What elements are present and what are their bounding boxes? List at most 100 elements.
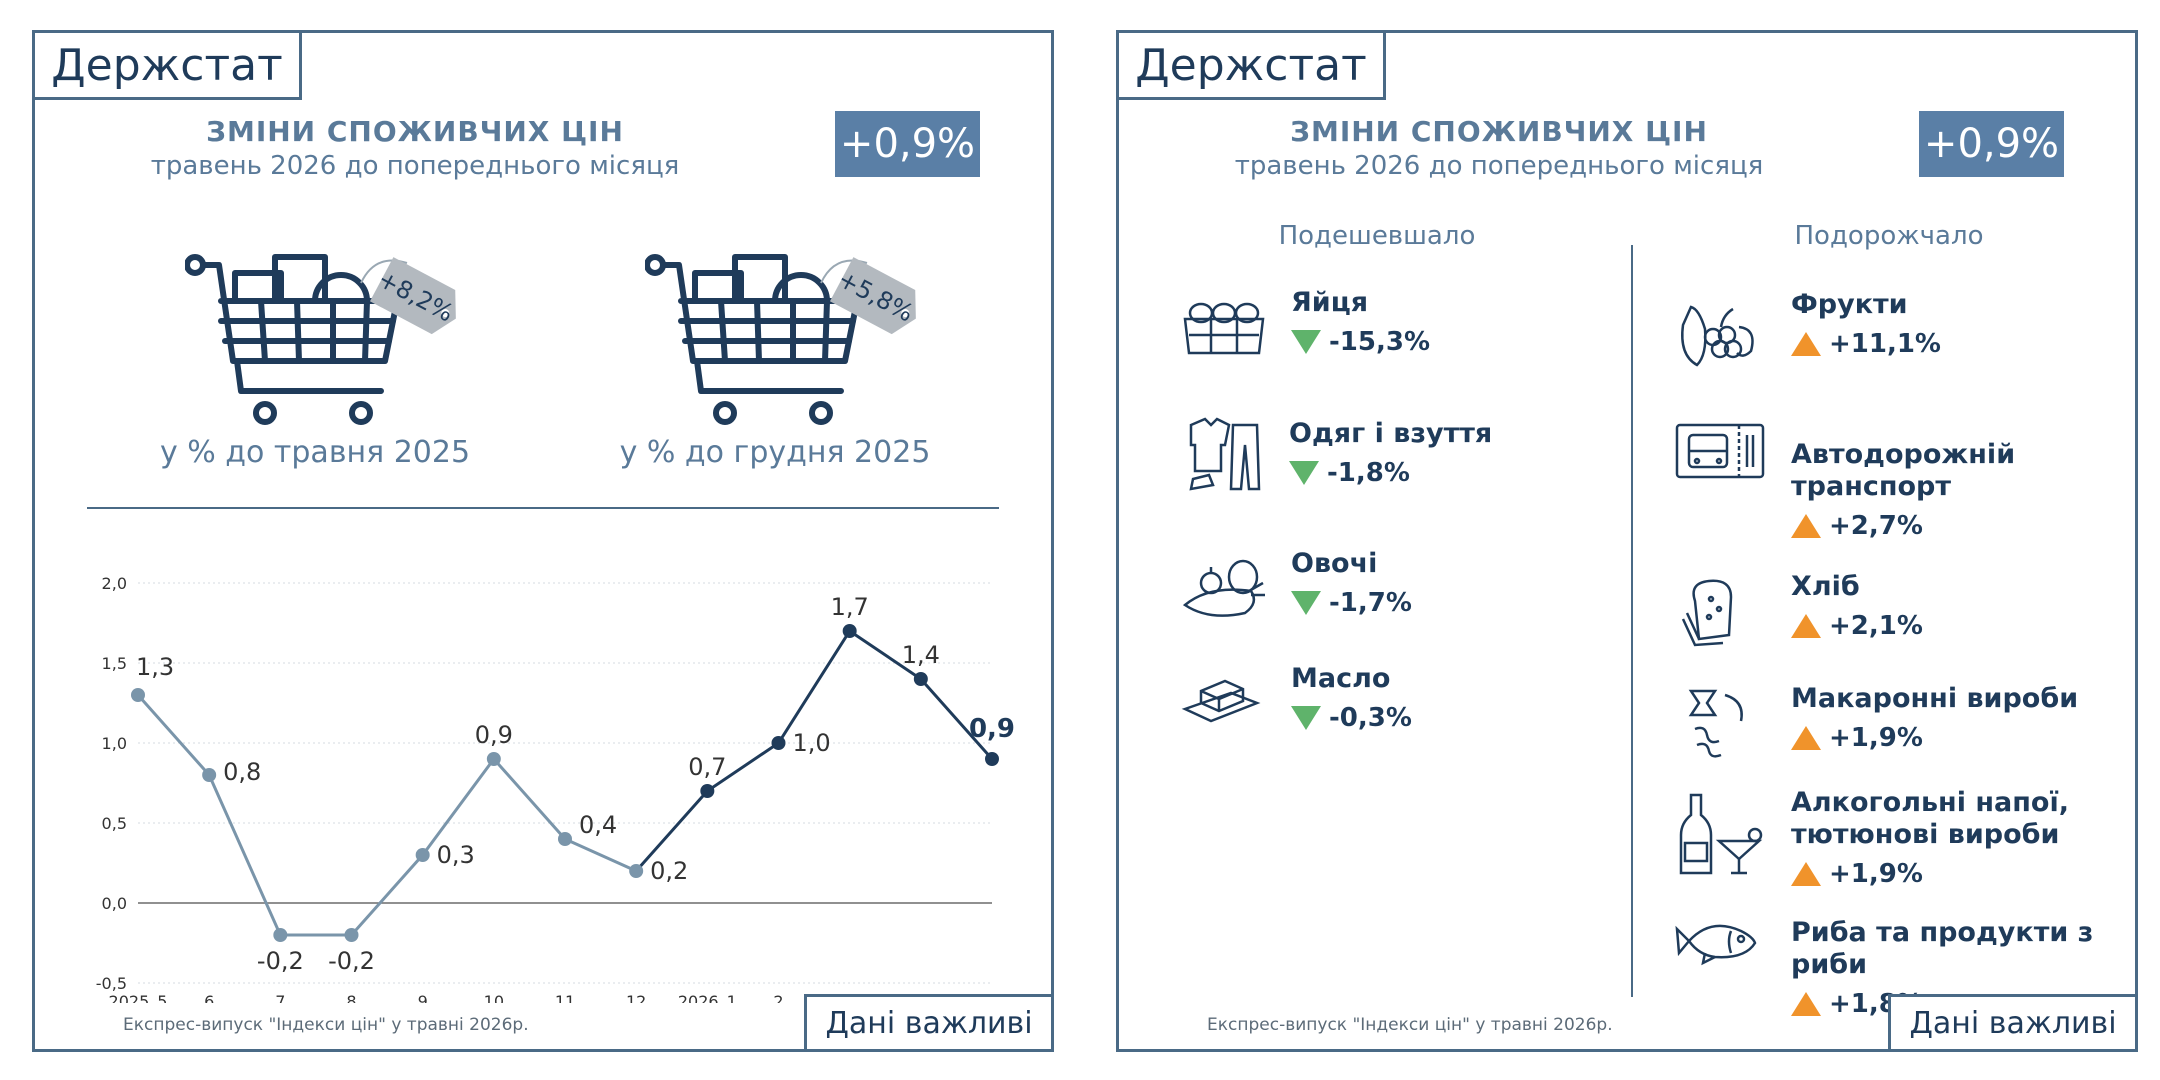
list-item: Овочі -1,7% xyxy=(1291,548,1412,618)
column-divider xyxy=(1631,245,1633,997)
data-point xyxy=(913,672,928,686)
data-point xyxy=(771,736,786,750)
chart-title: ЗМІНИ СПОЖИВЧИХ ЦІН xyxy=(206,115,624,148)
item-name: Алкогольні напої, тютюнові вироби xyxy=(1791,787,2069,850)
list-item: Масло -0,3% xyxy=(1291,663,1412,733)
separator xyxy=(87,507,999,509)
item-name: Хліб xyxy=(1791,571,1860,602)
chart-subtitle: травень 2026 до попереднього місяця xyxy=(1234,151,1764,181)
item-value: +1,9% xyxy=(1829,723,1923,753)
data-point xyxy=(700,784,715,798)
arrow-up-icon xyxy=(1791,514,1821,538)
x-tick-label: 2 xyxy=(773,992,783,1003)
item-name: Одяг і взуття xyxy=(1289,418,1493,449)
arrow-up-icon xyxy=(1791,332,1821,356)
item-name: Риба та продукти з риби xyxy=(1791,917,2094,980)
price-tag-icon: +5,8% xyxy=(829,257,918,335)
chart-subtitle: травень 2026 до попереднього місяця xyxy=(150,151,680,181)
x-tick-label: 2026_1 xyxy=(678,992,737,1003)
item-value: -0,3% xyxy=(1329,703,1412,733)
list-item: Яйця -15,3% xyxy=(1291,287,1430,357)
pricier-header: Подорожчало xyxy=(1794,221,1984,251)
cart-label: у % до грудня 2025 xyxy=(619,435,931,470)
eggs-icon xyxy=(1183,302,1265,355)
data-point xyxy=(131,688,145,702)
bread-icon xyxy=(1681,579,1733,647)
x-tick-label: 7 xyxy=(275,992,285,1003)
fruits-icon xyxy=(1681,305,1754,367)
data-label: 0,7 xyxy=(688,753,726,781)
data-important-label: Дані важливі xyxy=(804,994,1051,1049)
arrow-up-icon xyxy=(1791,614,1821,638)
arrow-up-icon xyxy=(1791,726,1821,750)
y-tick-label: 1,5 xyxy=(102,654,127,673)
y-tick-label: 1,0 xyxy=(102,734,127,753)
headline-badge: +0,9% xyxy=(835,111,980,177)
item-value: +2,7% xyxy=(1829,511,1923,541)
item-value: -1,7% xyxy=(1329,588,1412,618)
price-tag-icon: +8,2% xyxy=(369,257,458,335)
data-label: 1,3 xyxy=(136,653,174,681)
list-item: Риба та продукти з риби +1,8% xyxy=(1791,917,2111,1019)
arrow-down-icon xyxy=(1291,591,1321,615)
data-label: 1,7 xyxy=(831,593,869,621)
bottle-icon xyxy=(1679,793,1763,875)
item-value: +1,9% xyxy=(1829,859,1923,889)
list-item: Хліб +2,1% xyxy=(1791,571,1923,641)
data-point xyxy=(486,752,501,766)
x-tick-label: 2025_5 xyxy=(109,992,168,1003)
data-point xyxy=(415,848,430,862)
list-item: Алкогольні напої, тютюнові вироби +1,9% xyxy=(1791,787,2111,889)
data-label: 0,4 xyxy=(579,811,617,839)
data-label: 0,8 xyxy=(223,758,261,786)
data-important-label: Дані важливі xyxy=(1888,994,2135,1049)
item-name: Яйця xyxy=(1291,287,1369,318)
data-point xyxy=(344,928,359,942)
y-tick-label: 0,5 xyxy=(102,814,127,833)
butter-icon xyxy=(1181,679,1261,723)
x-tick-label: 12 xyxy=(626,992,646,1003)
arrow-up-icon xyxy=(1791,862,1821,886)
data-label: -0,2 xyxy=(328,947,375,975)
chart-title: ЗМІНИ СПОЖИВЧИХ ЦІН xyxy=(1290,115,1708,148)
item-name: Макаронні вироби xyxy=(1791,683,2079,714)
item-value: -1,8% xyxy=(1327,458,1410,488)
arrow-down-icon xyxy=(1291,706,1321,730)
x-tick-label: 10 xyxy=(484,992,504,1003)
left-panel: Держстат ЗМІНИ СПОЖИВЧИХ ЦІН травень 202… xyxy=(32,30,1054,1052)
fish-icon xyxy=(1675,924,1757,966)
data-point xyxy=(842,624,857,638)
footer-note: Експрес-випуск "Індекси цін" у травні 20… xyxy=(123,1015,529,1035)
data-point xyxy=(202,768,217,782)
data-label: 0,2 xyxy=(650,857,688,885)
vegetables-icon xyxy=(1182,559,1265,617)
list-item: Макаронні вироби +1,9% xyxy=(1791,683,2078,753)
data-label: 0,9 xyxy=(969,714,1015,744)
x-tick-label: 6 xyxy=(204,992,214,1003)
cheaper-header: Подешевшало xyxy=(1278,221,1476,251)
series-line-2026 xyxy=(635,628,994,872)
headline-badge: +0,9% xyxy=(1919,111,2064,177)
data-label: -0,2 xyxy=(257,947,304,975)
y-tick-label: 2,0 xyxy=(102,574,127,593)
arrow-down-icon xyxy=(1289,461,1319,485)
bus-ticket-icon xyxy=(1675,423,1765,479)
data-label: 0,3 xyxy=(437,841,475,869)
brand-logo: Держстат xyxy=(1119,33,1386,100)
right-panel: Держстат ЗМІНИ СПОЖИВЧИХ ЦІН травень 202… xyxy=(1116,30,2138,1052)
data-point xyxy=(985,752,999,766)
data-point xyxy=(273,928,288,942)
x-tick-label: 11 xyxy=(555,992,575,1003)
item-name: Фрукти xyxy=(1791,289,1908,320)
data-label: 0,9 xyxy=(475,721,513,749)
list-item: Одяг і взуття -1,8% xyxy=(1289,418,1492,488)
cart-label: у % до травня 2025 xyxy=(159,435,471,470)
brand-logo: Держстат xyxy=(35,33,302,100)
item-name: Овочі xyxy=(1291,548,1378,579)
x-tick-label: 8 xyxy=(346,992,356,1003)
series-line-2025 xyxy=(136,694,637,937)
item-value: +2,1% xyxy=(1829,611,1923,641)
data-label: 1,4 xyxy=(902,641,940,669)
data-point xyxy=(558,832,572,846)
arrow-down-icon xyxy=(1291,330,1321,354)
